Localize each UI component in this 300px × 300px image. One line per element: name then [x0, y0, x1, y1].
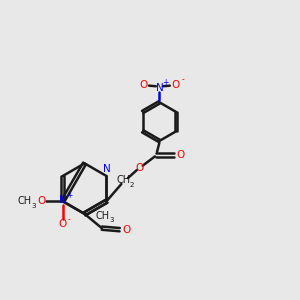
Text: O: O — [176, 150, 184, 160]
Text: -: - — [182, 75, 184, 84]
Text: N: N — [155, 83, 163, 93]
Text: -: - — [68, 215, 70, 224]
Text: N: N — [59, 195, 67, 205]
Text: CH: CH — [18, 196, 32, 206]
Text: O: O — [171, 80, 179, 90]
Text: 2: 2 — [130, 182, 134, 188]
Text: O: O — [38, 196, 46, 206]
Text: N: N — [103, 164, 111, 174]
Text: CH: CH — [117, 176, 131, 185]
Text: CH: CH — [96, 211, 110, 221]
Text: O: O — [140, 80, 148, 90]
Text: O: O — [58, 219, 67, 229]
Text: +: + — [66, 191, 73, 200]
Text: +: + — [162, 79, 169, 88]
Text: 3: 3 — [110, 217, 114, 223]
Text: 3: 3 — [32, 203, 36, 209]
Text: O: O — [122, 225, 130, 235]
Text: O: O — [136, 163, 144, 173]
